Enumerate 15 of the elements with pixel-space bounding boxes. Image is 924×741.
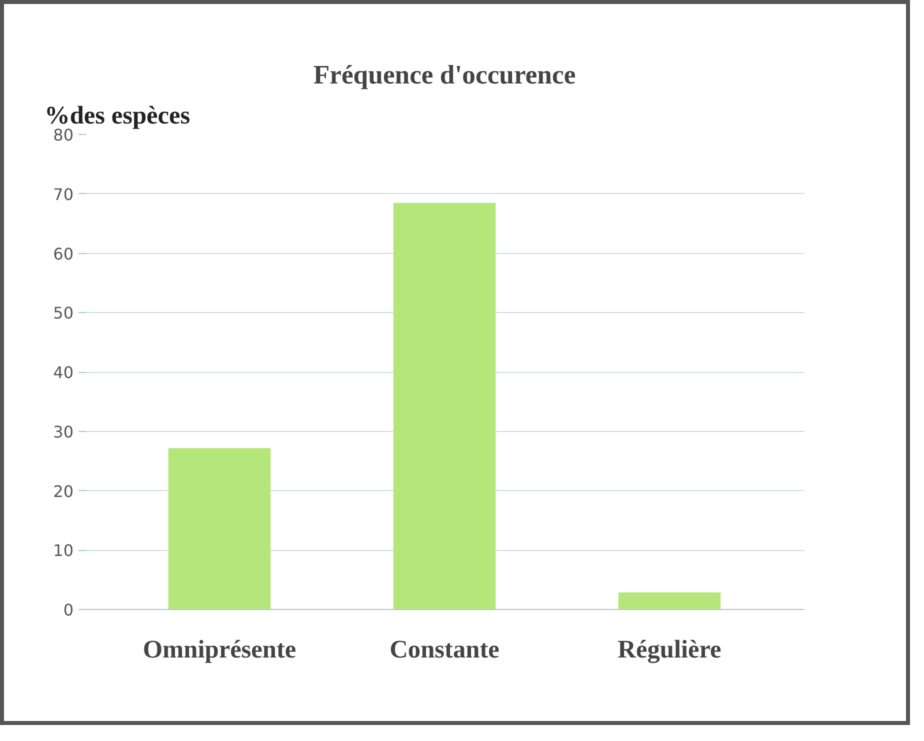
y-tick-label: 60 [53,244,74,264]
x-tick-label: Régulière [618,636,722,664]
y-tick-label: 40 [53,363,74,382]
bar [168,448,271,610]
bar [618,592,721,610]
y-tick-label: 50 [53,304,74,323]
y-tick-label: 30 [53,422,74,442]
x-tick-label: Constante [390,636,500,664]
y-tick-label: 70 [53,184,74,204]
x-tick-label: Omniprésente [142,636,296,664]
y-tick-label: 0 [63,600,74,620]
y-tick-label: 10 [53,541,74,560]
chart-title: Fréquence d'occurence [313,60,576,90]
bar [393,202,496,610]
y-tick-label: 20 [53,482,74,501]
